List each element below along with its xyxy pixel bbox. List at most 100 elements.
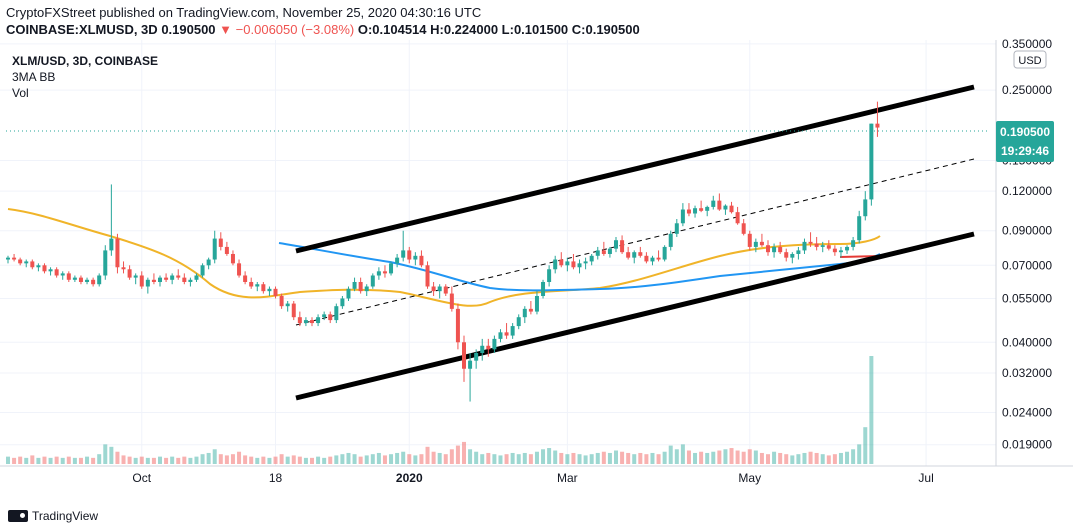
candle-body <box>796 250 801 254</box>
candle-body <box>857 216 862 241</box>
candle-body <box>614 240 618 249</box>
candle-body <box>297 317 302 324</box>
candle-body <box>759 241 764 246</box>
candle-body <box>145 279 150 287</box>
candle-body <box>370 275 375 287</box>
x-tick-label: Jul <box>918 471 933 485</box>
volume-bar <box>188 457 193 464</box>
candle-body <box>693 208 698 214</box>
candle-body <box>705 206 710 211</box>
candle-body <box>723 205 728 210</box>
volume-bar <box>620 451 625 464</box>
volume-bar <box>54 456 59 464</box>
y-tick-label: 0.019000 <box>1002 438 1052 452</box>
candle-body <box>480 345 485 354</box>
candle-body <box>541 281 546 296</box>
candle-body <box>772 246 777 253</box>
candle-body <box>109 238 114 251</box>
candle-body <box>717 200 722 210</box>
candle-body <box>212 238 217 260</box>
candle-body <box>656 257 661 260</box>
volume-bar <box>820 454 825 464</box>
candles <box>6 101 880 402</box>
candle-body <box>498 332 503 339</box>
volume-bar <box>857 444 862 464</box>
volume-bar <box>328 456 333 464</box>
candle-body <box>78 277 83 282</box>
candle-body <box>595 250 600 256</box>
candle-body <box>12 257 17 260</box>
candle-body <box>103 250 108 276</box>
candle-body <box>91 279 96 285</box>
candle-body <box>638 252 643 256</box>
candle-body <box>188 279 193 282</box>
y-tick-label: 0.350000 <box>1002 37 1052 51</box>
candle-body <box>249 281 254 287</box>
volume-bar <box>322 457 327 464</box>
candle-body <box>711 200 716 207</box>
candle-body <box>747 233 752 247</box>
volume-bar <box>158 456 162 464</box>
candle-body <box>206 259 211 266</box>
candle-body <box>176 275 181 278</box>
volume-bar <box>413 455 418 464</box>
volume-bar <box>170 456 175 464</box>
volume-bar <box>30 455 35 464</box>
candle-body <box>425 265 430 287</box>
candle-body <box>699 208 704 211</box>
volume-bar <box>218 454 223 464</box>
candle-body <box>729 205 734 213</box>
legend-volume[interactable]: Vol <box>12 86 29 100</box>
header: CryptoFXStreet published on TradingView.… <box>6 4 640 38</box>
volume-bar <box>741 451 746 464</box>
volume-bar <box>358 456 363 464</box>
volume-bar <box>255 457 260 464</box>
y-tick-label: 0.070000 <box>1002 258 1052 272</box>
volume-bar <box>425 446 430 464</box>
volume-bar <box>243 455 248 464</box>
legend-symbol[interactable]: XLM/USD, 3D, COINBASE <box>12 54 159 68</box>
change-text: −0.006050 (−3.08%) <box>235 22 355 37</box>
candle-body <box>626 252 631 258</box>
candle-body <box>607 248 612 254</box>
candle-body <box>741 223 746 234</box>
volume-bar <box>310 457 314 464</box>
x-tick-label: May <box>738 471 761 485</box>
candle-body <box>133 275 138 278</box>
volume-bar <box>747 449 752 464</box>
candle-body <box>449 293 454 309</box>
candle-body <box>151 279 156 282</box>
candle-body <box>547 269 552 282</box>
volume-bar <box>510 452 515 464</box>
volume-bar <box>650 452 655 464</box>
candle-body <box>869 123 874 200</box>
volume-bar <box>869 356 874 464</box>
volume-bar <box>480 454 485 464</box>
candle-body <box>735 212 740 224</box>
x-tick-label: Mar <box>557 471 578 485</box>
axes <box>0 40 1073 467</box>
volume-bar <box>449 449 454 464</box>
volume-bar <box>553 450 558 464</box>
footer[interactable]: TradingView <box>8 509 98 523</box>
volume-bar <box>103 444 108 464</box>
volume-bar <box>644 454 649 464</box>
footer-brand: TradingView <box>32 509 99 523</box>
x-tick-label: Oct <box>132 471 151 485</box>
volume-bar <box>699 451 704 464</box>
candle-body <box>194 275 199 280</box>
volume-bar <box>164 457 169 464</box>
volume-bar <box>626 452 631 464</box>
candle-body <box>139 275 144 287</box>
volume-bar <box>522 452 527 464</box>
volume-bar <box>78 457 83 464</box>
y-tick-label: 0.055000 <box>1002 291 1052 305</box>
candle-body <box>121 267 126 270</box>
legend-indicator[interactable]: 3MA BB <box>12 70 56 84</box>
symbol-text: COINBASE:XLMUSD, 3D <box>6 22 158 37</box>
volume-bar <box>66 456 71 464</box>
candle-body <box>407 250 412 260</box>
y-tick-label: 0.120000 <box>1002 184 1052 198</box>
volume-bar <box>711 451 716 464</box>
